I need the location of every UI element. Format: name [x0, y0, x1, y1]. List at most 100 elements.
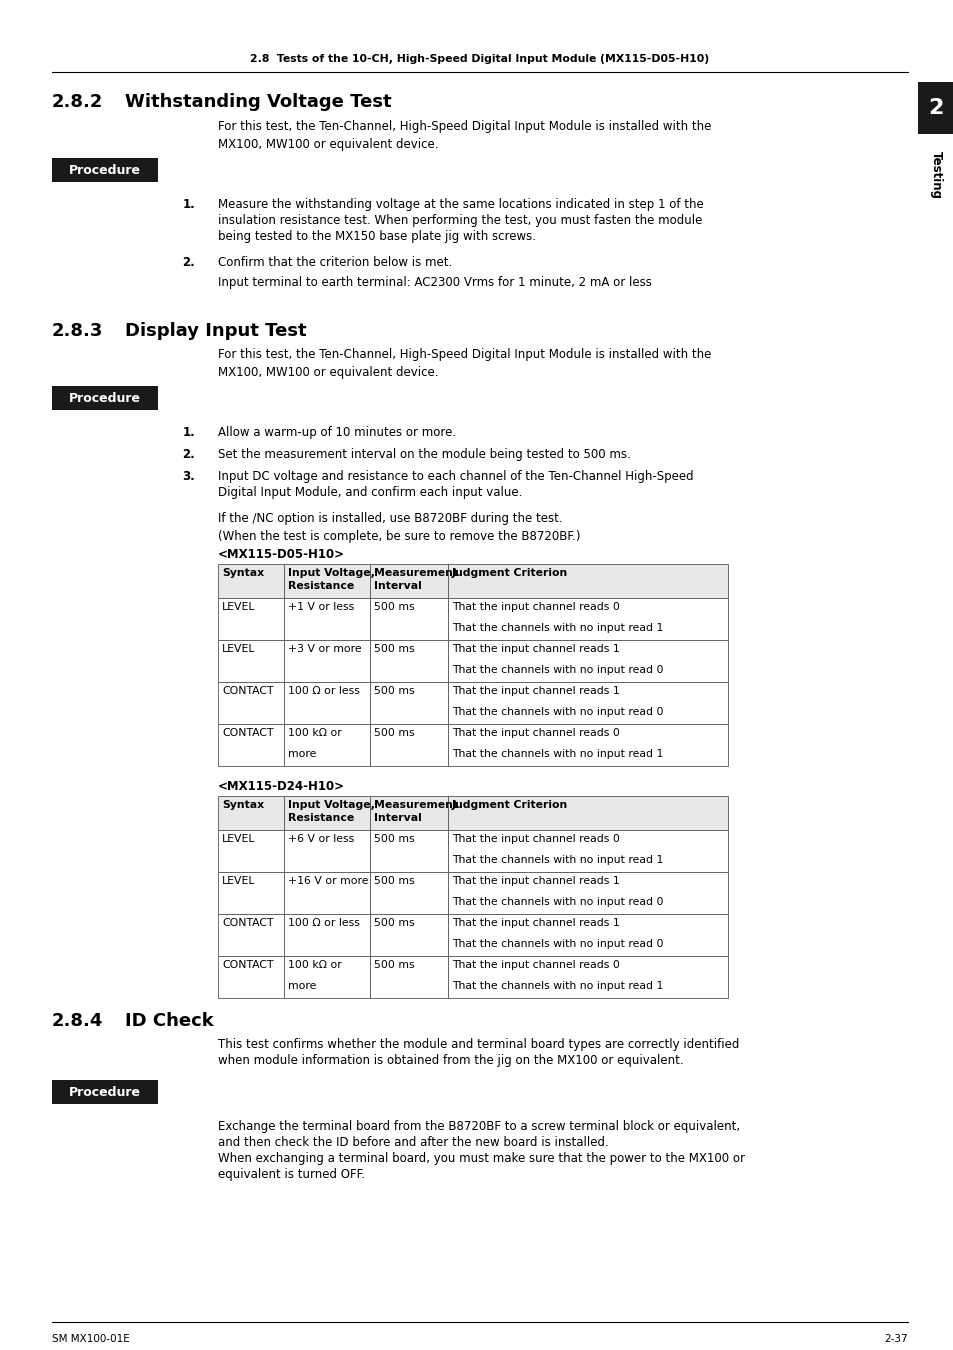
Text: That the channels with no input read 0: That the channels with no input read 0 — [452, 896, 662, 907]
Text: 100 Ω or less: 100 Ω or less — [288, 918, 359, 927]
Text: 1.: 1. — [182, 198, 194, 211]
FancyBboxPatch shape — [448, 914, 727, 956]
Text: 500 ms: 500 ms — [374, 834, 415, 844]
FancyBboxPatch shape — [448, 564, 727, 598]
Text: MX100, MW100 or equivalent device.: MX100, MW100 or equivalent device. — [218, 366, 438, 379]
Text: For this test, the Ten-Channel, High-Speed Digital Input Module is installed wit: For this test, the Ten-Channel, High-Spe… — [218, 348, 711, 360]
Text: That the channels with no input read 1: That the channels with no input read 1 — [452, 749, 662, 759]
FancyBboxPatch shape — [448, 724, 727, 765]
Text: 1.: 1. — [182, 427, 194, 439]
Text: LEVEL: LEVEL — [222, 876, 255, 886]
Text: When exchanging a terminal board, you must make sure that the power to the MX100: When exchanging a terminal board, you mu… — [218, 1152, 744, 1165]
Text: Judgment Criterion: Judgment Criterion — [452, 801, 568, 810]
Text: 500 ms: 500 ms — [374, 728, 415, 738]
Text: (When the test is complete, be sure to remove the B8720BF.): (When the test is complete, be sure to r… — [218, 531, 579, 543]
FancyBboxPatch shape — [218, 598, 284, 640]
Text: That the channels with no input read 1: That the channels with no input read 1 — [452, 622, 662, 633]
FancyBboxPatch shape — [218, 796, 284, 830]
Text: 500 ms: 500 ms — [374, 686, 415, 697]
Text: 2.8.2: 2.8.2 — [52, 93, 103, 111]
FancyBboxPatch shape — [284, 956, 370, 998]
Text: and then check the ID before and after the new board is installed.: and then check the ID before and after t… — [218, 1135, 608, 1149]
Text: Withstanding Voltage Test: Withstanding Voltage Test — [125, 93, 392, 111]
FancyBboxPatch shape — [448, 956, 727, 998]
FancyBboxPatch shape — [370, 796, 448, 830]
Text: 100 Ω or less: 100 Ω or less — [288, 686, 359, 697]
FancyBboxPatch shape — [218, 872, 284, 914]
Text: Allow a warm-up of 10 minutes or more.: Allow a warm-up of 10 minutes or more. — [218, 427, 456, 439]
FancyBboxPatch shape — [448, 872, 727, 914]
FancyBboxPatch shape — [370, 598, 448, 640]
Text: 2.8  Tests of the 10-CH, High-Speed Digital Input Module (MX115-D05-H10): 2.8 Tests of the 10-CH, High-Speed Digit… — [251, 54, 709, 63]
Text: MX100, MW100 or equivalent device.: MX100, MW100 or equivalent device. — [218, 138, 438, 151]
FancyBboxPatch shape — [448, 598, 727, 640]
Text: Syntax: Syntax — [222, 568, 264, 578]
Text: 2.: 2. — [182, 256, 194, 269]
Text: Input Voltage,: Input Voltage, — [288, 568, 375, 578]
Text: 500 ms: 500 ms — [374, 644, 415, 653]
Text: That the channels with no input read 0: That the channels with no input read 0 — [452, 666, 662, 675]
Text: more: more — [288, 981, 316, 991]
Text: 500 ms: 500 ms — [374, 960, 415, 971]
Text: That the input channel reads 1: That the input channel reads 1 — [452, 686, 619, 697]
Text: 500 ms: 500 ms — [374, 602, 415, 612]
Text: Procedure: Procedure — [69, 1085, 141, 1099]
Text: This test confirms whether the module and terminal board types are correctly ide: This test confirms whether the module an… — [218, 1038, 739, 1052]
Text: Procedure: Procedure — [69, 163, 141, 177]
Text: Digital Input Module, and confirm each input value.: Digital Input Module, and confirm each i… — [218, 486, 522, 500]
FancyBboxPatch shape — [218, 724, 284, 765]
Text: 3.: 3. — [182, 470, 194, 483]
FancyBboxPatch shape — [284, 564, 370, 598]
Text: 500 ms: 500 ms — [374, 918, 415, 927]
FancyBboxPatch shape — [218, 914, 284, 956]
Text: 100 kΩ or: 100 kΩ or — [288, 728, 341, 738]
Text: 500 ms: 500 ms — [374, 876, 415, 886]
FancyBboxPatch shape — [370, 564, 448, 598]
Text: Testing: Testing — [928, 151, 942, 198]
Text: SM MX100-01E: SM MX100-01E — [52, 1334, 130, 1345]
Text: That the input channel reads 0: That the input channel reads 0 — [452, 834, 619, 844]
FancyBboxPatch shape — [284, 796, 370, 830]
Text: ID Check: ID Check — [125, 1012, 213, 1030]
Text: 2.8.3: 2.8.3 — [52, 323, 103, 340]
Text: Resistance: Resistance — [288, 580, 354, 591]
Text: Measurement: Measurement — [374, 568, 457, 578]
Text: when module information is obtained from the jig on the MX100 or equivalent.: when module information is obtained from… — [218, 1054, 683, 1067]
FancyBboxPatch shape — [284, 724, 370, 765]
Text: LEVEL: LEVEL — [222, 644, 255, 653]
Text: Measure the withstanding voltage at the same locations indicated in step 1 of th: Measure the withstanding voltage at the … — [218, 198, 703, 211]
Text: That the input channel reads 1: That the input channel reads 1 — [452, 876, 619, 886]
FancyBboxPatch shape — [284, 598, 370, 640]
Text: <MX115-D05-H10>: <MX115-D05-H10> — [218, 548, 345, 562]
FancyBboxPatch shape — [448, 830, 727, 872]
Text: 100 kΩ or: 100 kΩ or — [288, 960, 341, 971]
Text: equivalent is turned OFF.: equivalent is turned OFF. — [218, 1168, 365, 1181]
FancyBboxPatch shape — [448, 796, 727, 830]
Text: CONTACT: CONTACT — [222, 918, 274, 927]
Text: That the input channel reads 0: That the input channel reads 0 — [452, 960, 619, 971]
FancyBboxPatch shape — [370, 682, 448, 724]
FancyBboxPatch shape — [218, 830, 284, 872]
Text: That the channels with no input read 0: That the channels with no input read 0 — [452, 707, 662, 717]
Text: Interval: Interval — [374, 813, 421, 823]
Text: 2.: 2. — [182, 448, 194, 460]
FancyBboxPatch shape — [370, 640, 448, 682]
Text: Exchange the terminal board from the B8720BF to a screw terminal block or equiva: Exchange the terminal board from the B87… — [218, 1120, 740, 1133]
FancyBboxPatch shape — [52, 386, 158, 410]
FancyBboxPatch shape — [218, 682, 284, 724]
Text: If the /NC option is installed, use B8720BF during the test.: If the /NC option is installed, use B872… — [218, 512, 562, 525]
Text: Input Voltage,: Input Voltage, — [288, 801, 375, 810]
Text: being tested to the MX150 base plate jig with screws.: being tested to the MX150 base plate jig… — [218, 230, 536, 243]
Text: Display Input Test: Display Input Test — [125, 323, 306, 340]
Text: That the channels with no input read 1: That the channels with no input read 1 — [452, 981, 662, 991]
Text: That the channels with no input read 1: That the channels with no input read 1 — [452, 855, 662, 865]
FancyBboxPatch shape — [52, 158, 158, 182]
Text: insulation resistance test. When performing the test, you must fasten the module: insulation resistance test. When perform… — [218, 215, 701, 227]
FancyBboxPatch shape — [917, 82, 953, 134]
Text: Procedure: Procedure — [69, 392, 141, 405]
Text: Confirm that the criterion below is met.: Confirm that the criterion below is met. — [218, 256, 452, 269]
Text: 2.8.4: 2.8.4 — [52, 1012, 103, 1030]
Text: Syntax: Syntax — [222, 801, 264, 810]
Text: Interval: Interval — [374, 580, 421, 591]
Text: For this test, the Ten-Channel, High-Speed Digital Input Module is installed wit: For this test, the Ten-Channel, High-Spe… — [218, 120, 711, 134]
